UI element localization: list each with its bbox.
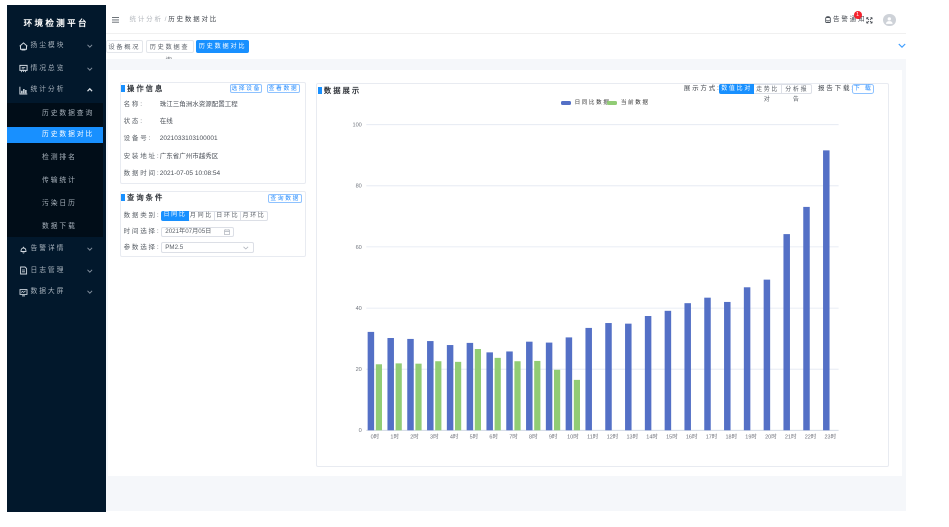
svg-text:5时: 5时 [470, 433, 479, 441]
svg-text:0时: 0时 [371, 433, 380, 441]
svg-text:7时: 7时 [509, 433, 518, 441]
svg-text:23时: 23时 [824, 433, 836, 441]
svg-text:10时: 10时 [567, 433, 579, 441]
svg-text:0: 0 [359, 429, 362, 435]
svg-text:20时: 20时 [765, 433, 777, 441]
svg-text:3时: 3时 [430, 433, 439, 441]
svg-text:21时: 21时 [785, 433, 797, 441]
svg-text:17时: 17时 [706, 433, 718, 441]
svg-text:18时: 18时 [725, 433, 737, 441]
svg-text:100: 100 [352, 123, 361, 129]
svg-text:13时: 13时 [626, 433, 638, 441]
svg-text:11时: 11时 [587, 433, 599, 441]
svg-text:9时: 9时 [549, 433, 558, 441]
svg-text:60: 60 [356, 245, 362, 251]
svg-text:16时: 16时 [686, 433, 698, 441]
svg-text:1时: 1时 [390, 433, 399, 441]
svg-text:6时: 6时 [489, 433, 498, 441]
svg-text:15时: 15时 [666, 433, 678, 441]
svg-text:40: 40 [356, 306, 362, 312]
svg-text:20: 20 [356, 368, 362, 374]
svg-text:4时: 4时 [450, 433, 459, 441]
svg-text:14时: 14时 [646, 433, 658, 441]
svg-text:19时: 19时 [745, 433, 757, 441]
svg-text:2时: 2时 [410, 433, 419, 441]
svg-text:12时: 12时 [607, 433, 619, 441]
svg-text:8时: 8时 [529, 433, 538, 441]
svg-text:80: 80 [356, 184, 362, 190]
svg-text:22时: 22时 [805, 433, 817, 441]
